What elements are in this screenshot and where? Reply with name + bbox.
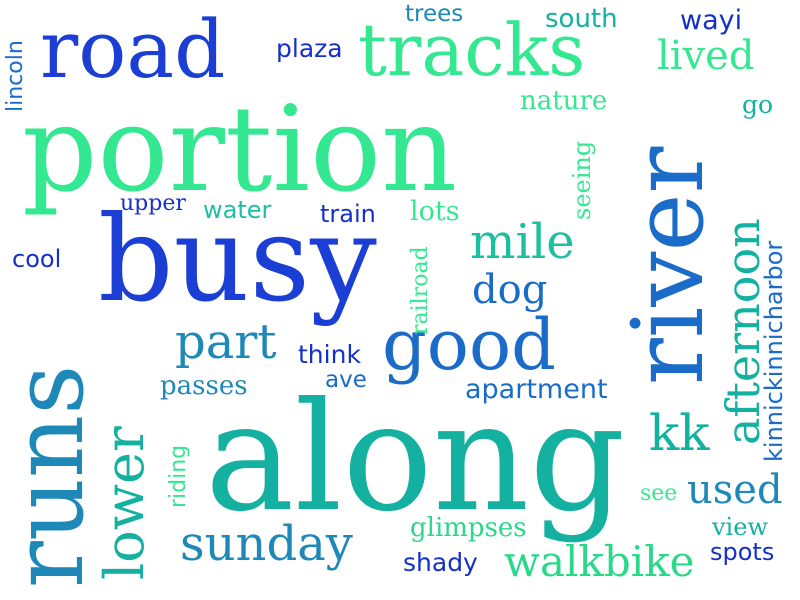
word-kk: kk <box>649 404 710 462</box>
word-view: view <box>712 513 768 541</box>
word-think: think <box>298 340 361 369</box>
word-shady: shady <box>403 548 478 577</box>
word-glimpses: glimpses <box>410 513 527 543</box>
word-apartment: apartment <box>465 374 608 405</box>
word-kinnickinnicharbor: kinnickinnicharbor <box>760 240 788 462</box>
word-runs: runs <box>0 364 106 588</box>
word-mile: mile <box>470 214 575 270</box>
word-used: used <box>687 467 783 513</box>
word-sunday: sunday <box>180 516 353 572</box>
word-along: along <box>205 371 626 545</box>
word-water: water <box>203 196 272 224</box>
word-cool: cool <box>12 245 62 273</box>
word-railroad: railroad <box>408 246 433 335</box>
word-lower: lower <box>93 426 156 580</box>
word-see: see <box>640 481 678 506</box>
word-trees: trees <box>405 1 464 27</box>
word-lots: lots <box>410 196 460 227</box>
word-lived: lived <box>657 33 755 79</box>
word-part: part <box>175 314 277 370</box>
word-passes: passes <box>160 371 248 401</box>
word-nature: nature <box>520 86 608 116</box>
word-walkbike: walkbike <box>504 537 695 586</box>
word-plaza: plaza <box>276 34 343 63</box>
word-lincoln: lincoln <box>3 40 28 112</box>
word-road: road <box>40 3 226 96</box>
word-go: go <box>742 90 774 119</box>
word-dog: dog <box>472 267 548 313</box>
word-tracks: tracks <box>358 8 586 92</box>
word-river: river <box>612 146 726 385</box>
word-train: train <box>320 200 376 228</box>
word-seeing: seeing <box>568 140 596 220</box>
word-portion: portion <box>22 80 458 218</box>
word-busy: busy <box>98 190 377 328</box>
word-upper: upper <box>120 191 186 216</box>
word-riding: riding <box>166 444 191 508</box>
word-wayi: wayi <box>680 5 743 36</box>
word-good: good <box>382 304 556 386</box>
word-ave: ave <box>325 367 367 393</box>
word-south: south <box>545 4 618 34</box>
word-spots: spots <box>710 538 775 566</box>
